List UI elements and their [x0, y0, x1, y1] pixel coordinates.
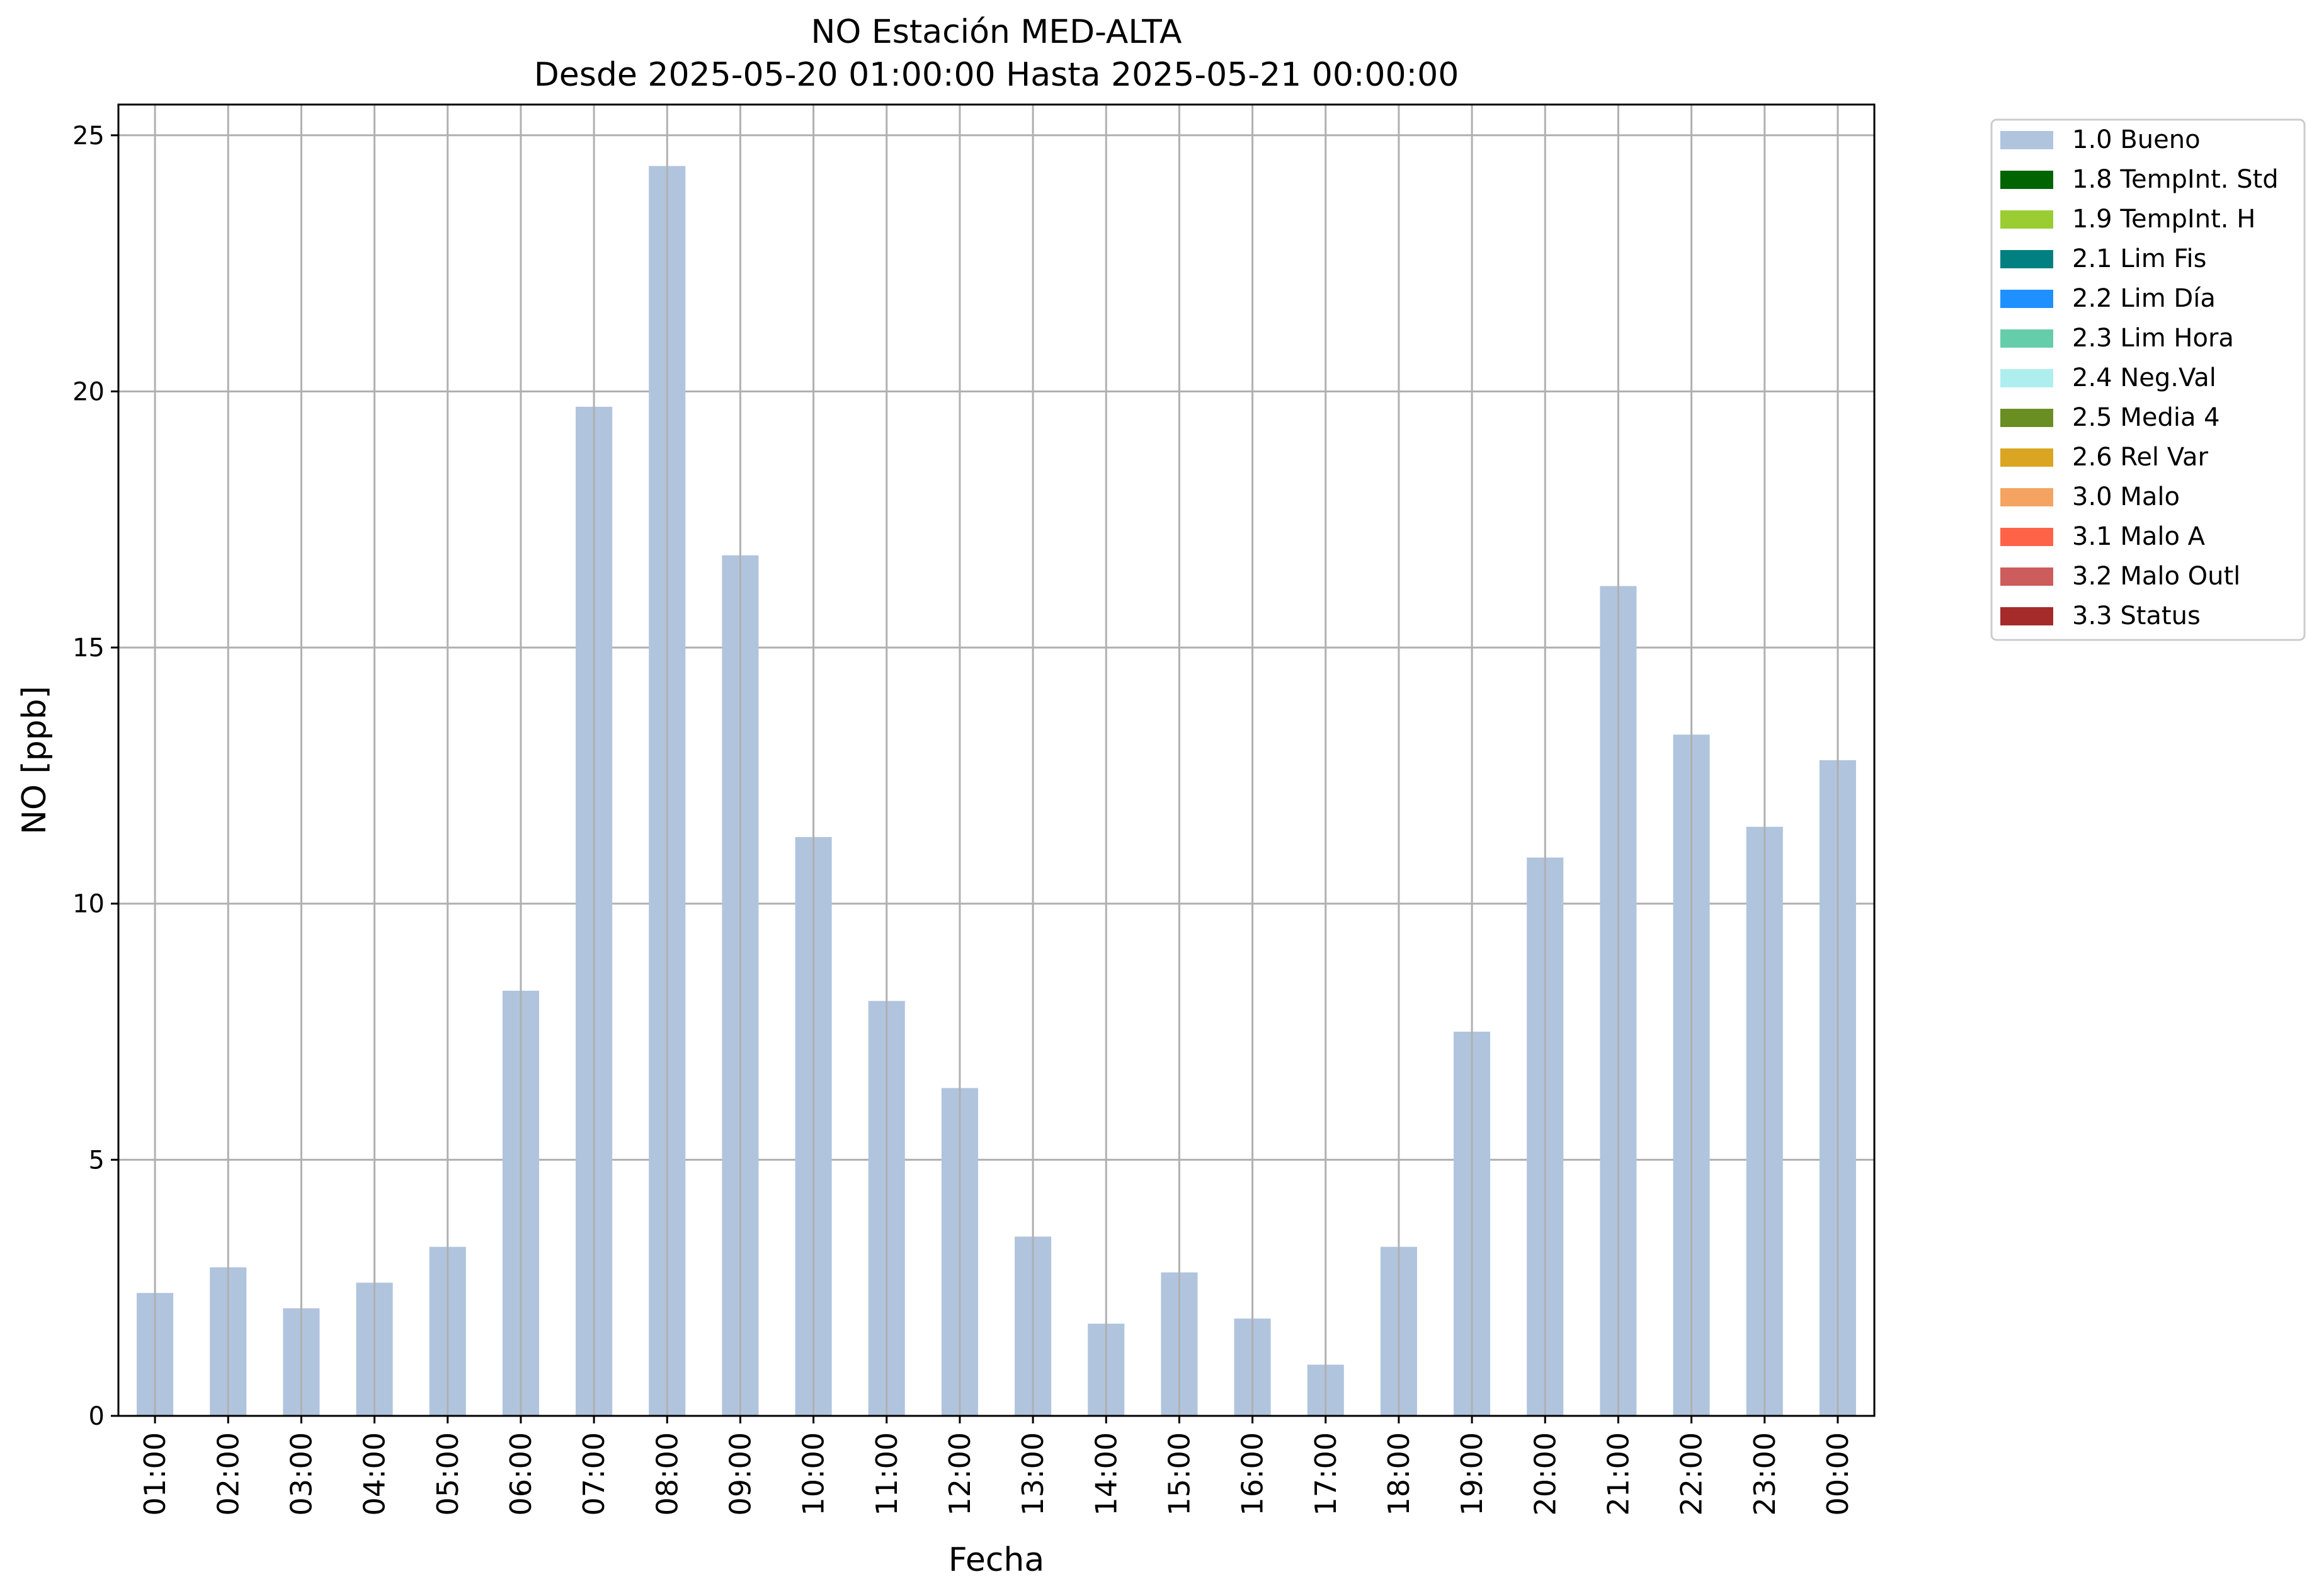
x-tick-label: 06:00	[504, 1432, 538, 1516]
legend-label: 1.9 TempInt. H	[2072, 205, 2255, 234]
y-tick-label: 15	[72, 634, 105, 663]
x-tick-label: 09:00	[723, 1432, 757, 1516]
legend-swatch	[2000, 409, 2053, 427]
x-tick-label: 11:00	[870, 1432, 904, 1516]
x-tick-label: 14:00	[1089, 1432, 1123, 1516]
x-tick-label: 18:00	[1382, 1432, 1416, 1516]
legend-label: 3.2 Malo Outl	[2072, 562, 2240, 591]
x-tick-label: 23:00	[1748, 1432, 1782, 1516]
chart-subtitle: Desde 2025-05-20 01:00:00 Hasta 2025-05-…	[534, 56, 1459, 94]
legend-label: 3.0 Malo	[2072, 482, 2180, 511]
legend-label: 3.1 Malo A	[2072, 522, 2206, 551]
x-axis-label: Fecha	[949, 1541, 1044, 1579]
x-tick-label: 21:00	[1601, 1432, 1635, 1516]
plot-frame	[117, 103, 1876, 1417]
legend-label: 2.2 Lim Día	[2072, 284, 2216, 313]
x-grid	[154, 105, 1839, 1416]
x-tick-label: 22:00	[1675, 1432, 1709, 1516]
legend-swatch	[2000, 290, 2053, 308]
x-tick-label: 16:00	[1236, 1432, 1270, 1516]
x-tick-label: 13:00	[1016, 1432, 1050, 1516]
y-tick-label: 5	[89, 1146, 105, 1175]
chart-title: NO Estación MED-ALTA	[811, 13, 1182, 51]
legend-swatch	[2000, 171, 2053, 189]
legend-swatch	[2000, 488, 2053, 506]
x-tick-label: 20:00	[1528, 1432, 1562, 1516]
x-tick-label: 17:00	[1309, 1432, 1343, 1516]
legend-label: 2.6 Rel Var	[2072, 443, 2209, 472]
x-tick-label: 10:00	[797, 1432, 831, 1516]
y-tick-label: 0	[89, 1402, 105, 1431]
legend-label: 3.3 Status	[2072, 601, 2201, 630]
bars	[137, 166, 1856, 1416]
x-tick-label: 03:00	[284, 1432, 318, 1516]
legend-swatch	[2000, 329, 2053, 348]
legend-label: 1.0 Bueno	[2072, 125, 2201, 154]
y-axis-ticks: 0 5 10 15 20 25	[72, 122, 118, 1431]
x-tick-label: 05:00	[431, 1432, 465, 1516]
legend-swatch	[2000, 250, 2053, 268]
legend-swatch	[2000, 528, 2053, 546]
x-tick-label: 00:00	[1821, 1432, 1855, 1516]
legend-frame	[1990, 118, 2306, 641]
legend-swatch	[2000, 131, 2053, 149]
legend-label: 1.8 TempInt. Std	[2072, 165, 2279, 194]
legend-swatch	[2000, 607, 2053, 625]
legend-swatch	[2000, 448, 2053, 467]
x-tick-label: 12:00	[943, 1432, 977, 1516]
legend-swatch	[2000, 567, 2053, 586]
x-tick-label: 04:00	[358, 1432, 392, 1516]
legend-swatch	[2000, 210, 2053, 229]
x-tick-label: 01:00	[138, 1432, 172, 1516]
legend-label: 2.1 Lim Fis	[2072, 244, 2206, 273]
legend: 1.0 Bueno 1.8 TempInt. Std 1.9 TempInt. H 2…	[1990, 118, 2306, 641]
legend-label: 2.4 Neg.Val	[2072, 363, 2216, 392]
x-tick-label: 07:00	[577, 1432, 611, 1516]
legend-label: 2.5 Media 4	[2072, 403, 2220, 432]
x-tick-label: 19:00	[1455, 1432, 1489, 1516]
y-tick-label: 20	[72, 377, 105, 406]
y-tick-label: 25	[72, 122, 105, 151]
x-tick-label: 02:00	[211, 1432, 245, 1516]
y-axis-label: NO [ppb]	[16, 686, 54, 835]
y-tick-label: 10	[72, 890, 105, 919]
legend-swatch	[2000, 369, 2053, 387]
legend-label: 2.3 Lim Hora	[2072, 324, 2234, 353]
x-axis-ticks: 01:00 02:00 03:00 04:00 05:00 06:00 07:00 08:00…	[138, 1416, 1855, 1516]
x-tick-label: 08:00	[650, 1432, 684, 1516]
x-tick-label: 15:00	[1162, 1432, 1196, 1516]
